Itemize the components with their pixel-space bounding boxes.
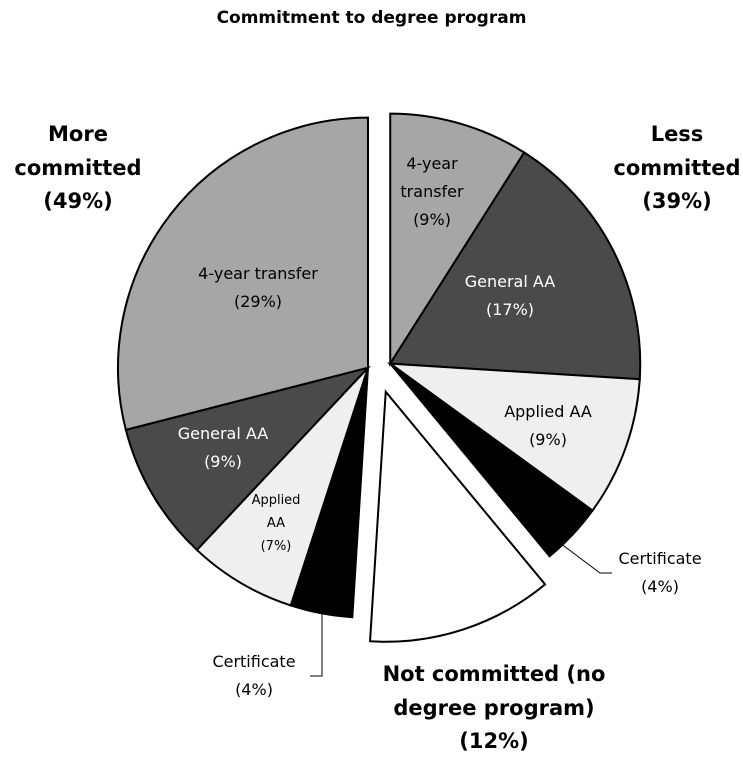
chart-title: Commitment to degree program [216,8,527,28]
slice-label: Applied AA (7%) [246,490,306,558]
label-text: General AA [464,272,556,291]
label-text: (9%) [413,210,451,229]
pie-slice [388,151,642,381]
group-label: More committed (49%) [3,118,153,219]
slice-label: 4-year transfer (9%) [392,150,472,234]
label-text: (39%) [642,189,712,214]
group-label: Less committed (39%) [602,118,743,219]
pie-slice [124,365,372,552]
label-text: 4-year transfer [400,154,464,201]
label-text: (4%) [641,577,679,596]
group-label: Not committed (no degree program) (12%) [344,658,644,757]
pie-slice [389,362,594,558]
label-text: (12%) [459,729,529,754]
leader-line [310,606,323,677]
label-text: 4-year transfer [198,264,318,283]
label-text: (7%) [260,538,292,554]
pie-slice [368,389,547,643]
slice-label: Certificate (4%) [194,648,314,704]
slice-label: Certificate (4%) [600,545,720,601]
label-text: (4%) [235,680,273,699]
label-text: Applied AA [504,402,592,421]
label-text: Applied AA [251,493,301,531]
label-text: (9%) [529,430,567,449]
label-text: (17%) [485,300,535,319]
slice-label: 4-year transfer (29%) [178,260,338,316]
slice-label: General AA (17%) [450,268,570,324]
label-text: General AA [177,424,269,443]
label-text: Certificate [618,549,702,568]
label-text: More committed [14,122,142,180]
slice-label: Applied AA (9%) [488,398,608,454]
label-text: (49%) [43,189,113,214]
pie-slice [117,116,370,432]
pie-slice [195,367,369,607]
label-text: Certificate [212,652,296,671]
slice-label: General AA (9%) [163,420,283,476]
pie-slice [389,112,526,368]
label-text: Less committed [613,122,741,180]
label-text: (9%) [204,452,242,471]
label-text: (29%) [233,292,283,311]
pie-slice [386,362,641,512]
label-text: Not committed (no degree program) [382,662,606,720]
leader-line [559,542,612,574]
